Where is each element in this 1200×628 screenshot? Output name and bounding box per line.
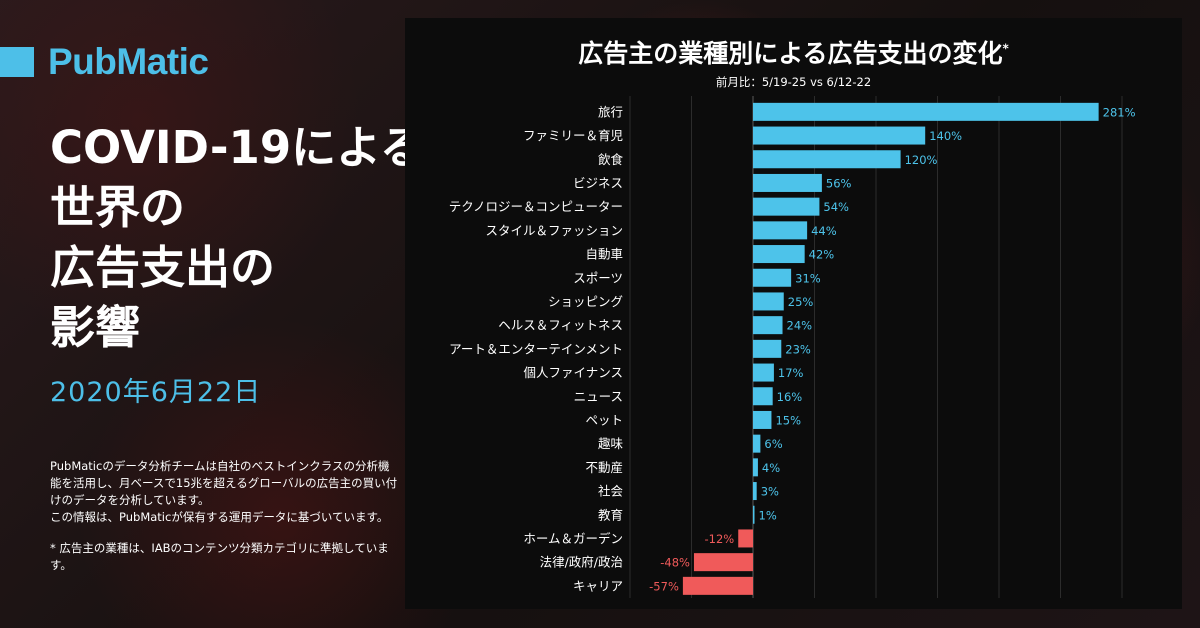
bar [753,434,761,453]
category-label: ニュース [574,389,623,404]
bar [753,245,805,264]
category-label: ホーム＆ガーデン [523,531,623,546]
bar [682,576,753,595]
bar [753,102,1099,121]
bar [753,387,773,406]
pubmatic-logo: PubMatic [0,41,209,82]
category-label: ファミリー＆育児 [523,128,623,143]
headline-line: 世界の [50,181,186,234]
description-paragraph: PubMaticのデータ分析チームは自社のベストインクラスの分析機能を活用し、月… [50,459,398,507]
category-label: キャリア [573,578,623,593]
category-label: 趣味 [598,436,624,451]
value-label: 54% [823,200,849,214]
value-label: 31% [795,271,821,285]
bar [753,505,755,524]
category-label: ビジネス [573,175,623,190]
bar [753,197,820,216]
value-label: 120% [905,153,938,167]
category-label: ショッピング [548,294,623,309]
chart-subtitle: 前月比：5/19-25 vs 6/12-22 [715,75,872,89]
value-label: 3% [761,485,779,499]
logo-mark-icon [0,47,34,77]
value-label: 23% [785,342,811,356]
bar [738,529,753,548]
category-label: 法律/政府/政治 [540,555,623,570]
category-label: 旅行 [598,104,623,119]
value-label: 6% [764,437,782,451]
bar [753,482,757,501]
headline-line: COVID-19による [50,121,425,174]
value-label: 16% [777,390,803,404]
category-label: アート＆エンターテインメント [449,341,623,356]
headline: COVID-19による 世界の 広告支出の 影響 [50,118,425,358]
headline-line: 影響 [50,301,141,354]
chart-title-text: 広告主の業種別による広告支出の変化 [578,39,1003,68]
bar [753,410,772,429]
category-label: 不動産 [585,460,623,475]
category-label: ヘルス＆フィットネス [498,318,623,333]
value-label: -57% [649,579,679,593]
bar [753,363,774,382]
category-label: スポーツ [573,270,623,285]
category-label: 社会 [598,484,624,499]
value-label: 4% [762,461,780,475]
bar [753,292,784,311]
category-label: テクノロジー＆コンピューター [449,199,623,214]
value-label: 140% [929,129,962,143]
category-label: 個人ファイナンス [523,365,623,380]
bar [753,339,782,358]
category-label: 飲食 [598,152,624,167]
category-label: スタイル＆ファッション [485,223,623,238]
description: PubMaticのデータ分析チームは自社のベストインクラスの分析機能を活用し、月… [50,458,400,574]
bar [693,553,753,572]
bar [753,221,808,240]
bar [753,316,783,335]
value-label: -48% [660,556,690,570]
bar [753,268,792,287]
value-label: -12% [705,532,735,546]
headline-line: 広告支出の [50,241,276,294]
category-label: ペット [585,412,623,427]
bar [753,150,901,169]
category-label: 自動車 [585,247,623,262]
value-label: 15% [775,413,801,427]
bar [753,458,758,477]
footnote: * 広告主の業種は、IABのコンテンツ分類カテゴリに準拠しています。 [50,541,389,572]
publish-date: 2020年6月22日 [50,377,262,408]
value-label: 42% [809,248,835,262]
chart-panel: 広告主の業種別による広告支出の変化* 前月比：5/19-25 vs 6/12-2… [405,18,1182,609]
value-label: 25% [788,295,814,309]
value-label: 1% [759,508,777,522]
logo-text: PubMatic [48,41,209,82]
description-paragraph: この情報は、PubMaticが保有する運用データに基づいています。 [50,510,389,524]
value-label: 56% [826,176,852,190]
category-label: 教育 [598,507,623,522]
bar-chart: 旅行 281% ファミリー＆育児 140% 飲食 120% ビジネス 56% テクノロジー＆コン… [449,96,1136,598]
value-label: 44% [811,224,837,238]
chart-title: 広告主の業種別による広告支出の変化* [405,34,1182,70]
bar [753,173,822,192]
bar [753,126,926,145]
value-label: 17% [778,366,804,380]
value-label: 24% [787,319,813,333]
chart-title-marker: * [1002,41,1009,56]
value-label: 281% [1103,105,1136,119]
